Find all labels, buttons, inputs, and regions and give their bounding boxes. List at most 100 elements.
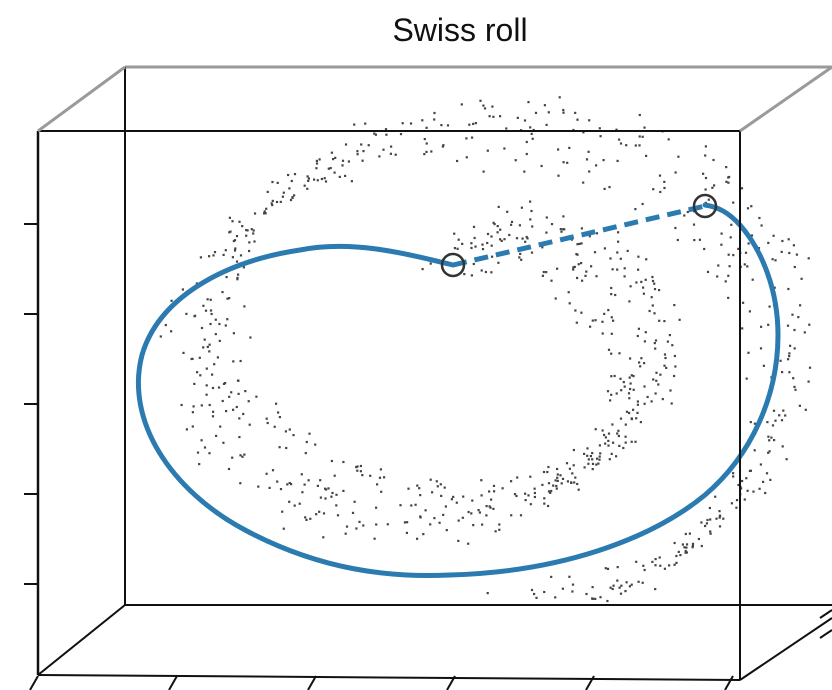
data-point (582, 131, 585, 134)
data-point (500, 239, 503, 242)
data-point (705, 522, 708, 525)
data-point (496, 225, 499, 228)
data-point (379, 468, 382, 471)
data-point (290, 179, 293, 183)
data-point (648, 309, 651, 313)
data-point (557, 174, 560, 177)
data-point (306, 187, 309, 190)
data-point (632, 408, 635, 411)
data-point (231, 256, 234, 259)
data-point (624, 435, 627, 438)
data-point (327, 487, 330, 490)
data-point (424, 509, 427, 512)
data-point (336, 514, 340, 517)
data-point (781, 445, 784, 448)
data-point (601, 429, 604, 432)
data-point (749, 469, 752, 472)
data-point (228, 395, 231, 398)
data-point (585, 158, 589, 161)
z-axis-tick (819, 629, 832, 639)
data-point (759, 347, 763, 350)
data-point (390, 145, 393, 148)
box-depth-edge-bottom-left (37, 604, 126, 676)
data-point (239, 482, 242, 485)
data-point (279, 488, 283, 491)
data-point (677, 155, 680, 158)
data-point (619, 417, 623, 420)
data-point (488, 505, 491, 508)
data-point (276, 181, 279, 184)
data-point (641, 202, 644, 206)
data-point (282, 527, 285, 530)
data-point (610, 286, 613, 290)
data-point (307, 177, 310, 180)
data-point (455, 501, 458, 504)
data-point (545, 271, 548, 274)
data-point (663, 567, 666, 570)
data-point (210, 312, 213, 316)
data-point (239, 454, 242, 457)
data-point (418, 487, 421, 490)
data-point (277, 411, 280, 414)
data-point (653, 288, 657, 291)
data-point (760, 325, 763, 328)
data-point (759, 463, 762, 466)
data-point (803, 331, 806, 334)
data-point (329, 167, 332, 170)
data-point (423, 153, 426, 156)
data-point (200, 326, 204, 330)
data-point (599, 596, 602, 599)
data-point (596, 457, 599, 460)
data-point (529, 200, 532, 203)
data-point (208, 350, 211, 353)
data-point (494, 530, 497, 533)
data-point (288, 187, 291, 190)
data-point (595, 164, 598, 167)
data-point (356, 465, 359, 468)
data-point (670, 402, 673, 405)
data-point (659, 564, 662, 567)
data-point (667, 138, 670, 141)
data-point (203, 338, 206, 341)
data-point (617, 429, 620, 432)
data-point (718, 525, 722, 528)
data-point (607, 309, 610, 312)
data-point (704, 524, 707, 528)
data-point (523, 119, 527, 122)
data-point (238, 436, 241, 439)
data-point (594, 428, 597, 431)
data-point (224, 324, 227, 327)
data-point (788, 251, 791, 255)
data-point (485, 505, 488, 508)
data-point (601, 320, 604, 323)
data-point (228, 297, 231, 300)
data-point (793, 265, 796, 269)
data-point (214, 318, 217, 321)
data-point (225, 410, 228, 413)
data-point (292, 434, 295, 437)
data-point (497, 205, 500, 208)
data-point (535, 596, 538, 599)
data-point (604, 442, 607, 445)
data-point (209, 309, 213, 312)
data-point (510, 220, 514, 223)
data-point (524, 499, 527, 502)
data-point (599, 452, 602, 455)
data-point (740, 487, 743, 490)
data-point (781, 239, 784, 243)
data-point (634, 208, 637, 211)
box-back-edges (124, 65, 832, 606)
data-point (468, 123, 471, 126)
data-point (338, 175, 341, 178)
data-point (253, 240, 256, 243)
data-point (472, 524, 475, 527)
data-point (527, 101, 530, 104)
data-point (232, 332, 235, 335)
data-point (508, 233, 511, 237)
data-point (248, 249, 251, 253)
data-point (637, 580, 640, 583)
data-point (543, 590, 546, 594)
data-point (409, 122, 413, 125)
data-point (378, 476, 382, 479)
data-point (618, 352, 621, 355)
